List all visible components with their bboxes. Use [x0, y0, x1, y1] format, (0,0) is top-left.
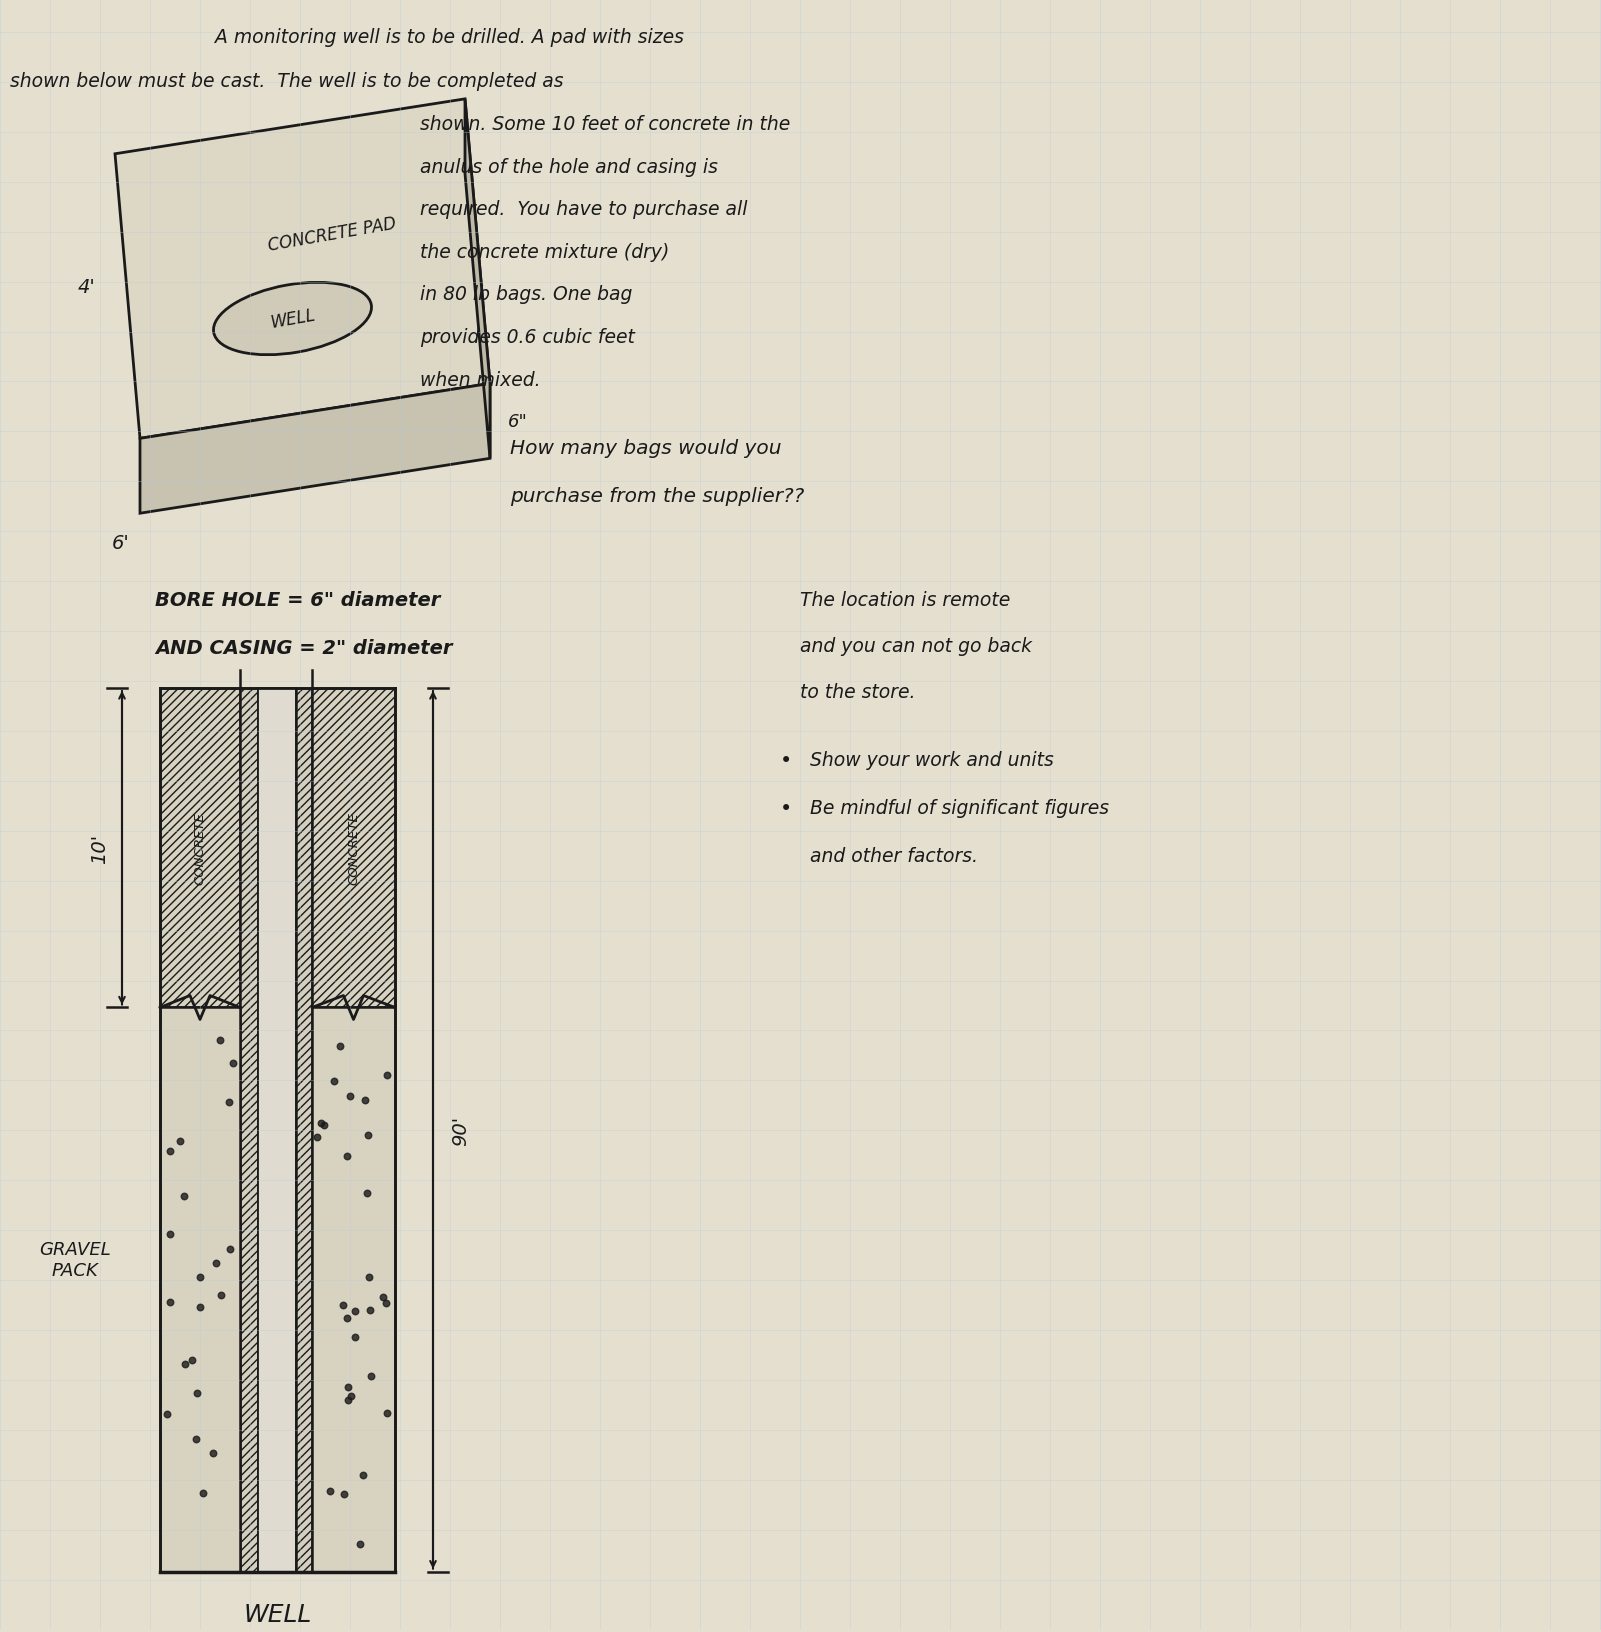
Point: [167, 1128, 192, 1154]
Point: [157, 1221, 183, 1247]
Point: [221, 1049, 247, 1075]
Point: [322, 1069, 347, 1095]
Point: [187, 1263, 213, 1289]
Text: provides 0.6 cubic feet: provides 0.6 cubic feet: [419, 328, 636, 346]
Text: when mixed.: when mixed.: [419, 370, 541, 390]
Polygon shape: [464, 100, 490, 459]
Point: [191, 1480, 216, 1506]
Point: [307, 1110, 333, 1136]
Point: [347, 1531, 373, 1557]
Point: [311, 1113, 336, 1139]
Polygon shape: [312, 689, 395, 1009]
Point: [157, 1289, 183, 1315]
Point: [343, 1324, 368, 1350]
Ellipse shape: [213, 282, 371, 356]
Text: shown. Some 10 feet of concrete in the: shown. Some 10 feet of concrete in the: [419, 114, 791, 134]
Point: [173, 1351, 199, 1377]
Text: 6": 6": [508, 413, 528, 431]
Polygon shape: [296, 689, 312, 1572]
Polygon shape: [240, 689, 258, 1572]
Point: [373, 1291, 399, 1317]
Point: [351, 1462, 376, 1488]
Point: [335, 1306, 360, 1332]
Point: [330, 1293, 355, 1319]
Point: [304, 1124, 330, 1151]
Point: [183, 1426, 208, 1452]
Text: required.  You have to purchase all: required. You have to purchase all: [419, 199, 748, 219]
Point: [338, 1084, 363, 1110]
Point: [357, 1297, 383, 1324]
Point: [370, 1284, 395, 1310]
Point: [207, 1028, 232, 1054]
Polygon shape: [160, 689, 240, 1009]
Text: 4': 4': [77, 277, 94, 297]
Polygon shape: [312, 1009, 395, 1572]
Text: anulus of the hole and casing is: anulus of the hole and casing is: [419, 158, 717, 176]
Point: [355, 1123, 381, 1149]
Point: [157, 1138, 183, 1164]
Point: [331, 1480, 357, 1506]
Text: BORE HOLE = 6" diameter: BORE HOLE = 6" diameter: [155, 591, 440, 610]
Text: GRAVEL
PACK: GRAVEL PACK: [38, 1240, 110, 1279]
Polygon shape: [115, 100, 490, 439]
Point: [375, 1062, 400, 1089]
Text: shown below must be cast.  The well is to be completed as: shown below must be cast. The well is to…: [10, 72, 564, 91]
Text: •: •: [780, 798, 792, 818]
Point: [327, 1033, 352, 1059]
Point: [184, 1379, 210, 1405]
Text: A monitoring well is to be drilled. A pad with sizes: A monitoring well is to be drilled. A pa…: [215, 28, 684, 47]
Text: •: •: [780, 751, 792, 770]
Text: in 80 lb bags. One bag: in 80 lb bags. One bag: [419, 284, 632, 304]
Text: The location is remote: The location is remote: [800, 591, 1010, 610]
Text: Be mindful of significant figures: Be mindful of significant figures: [810, 798, 1109, 818]
Point: [171, 1183, 197, 1209]
Point: [335, 1387, 360, 1413]
Text: the concrete mixture (dry): the concrete mixture (dry): [419, 243, 669, 261]
Point: [354, 1180, 379, 1206]
Text: and you can not go back: and you can not go back: [800, 636, 1033, 656]
Text: 10': 10': [91, 834, 109, 863]
Text: CONCRETE: CONCRETE: [347, 811, 360, 885]
Point: [154, 1400, 179, 1426]
Point: [200, 1439, 226, 1466]
Point: [208, 1281, 234, 1307]
Text: 6': 6': [112, 534, 130, 553]
Point: [338, 1382, 363, 1408]
Point: [352, 1087, 378, 1113]
Point: [359, 1363, 384, 1389]
Text: AND CASING = 2" diameter: AND CASING = 2" diameter: [155, 638, 453, 658]
Text: purchase from the supplier??: purchase from the supplier??: [511, 486, 804, 506]
Polygon shape: [160, 1009, 240, 1572]
Point: [216, 1090, 242, 1116]
Text: WELL: WELL: [243, 1601, 312, 1625]
Point: [218, 1237, 243, 1263]
Polygon shape: [139, 384, 490, 514]
Text: Show your work and units: Show your work and units: [810, 751, 1053, 769]
Point: [343, 1299, 368, 1325]
Text: CONCRETE: CONCRETE: [194, 811, 207, 885]
Point: [317, 1479, 343, 1505]
Point: [187, 1294, 213, 1320]
Point: [179, 1348, 205, 1374]
Point: [335, 1374, 360, 1400]
Text: How many bags would you: How many bags would you: [511, 439, 781, 459]
Text: WELL: WELL: [269, 307, 317, 333]
Text: and other factors.: and other factors.: [810, 847, 978, 865]
Polygon shape: [258, 689, 296, 1572]
Point: [335, 1142, 360, 1169]
Text: 90': 90': [451, 1115, 471, 1146]
Point: [355, 1265, 381, 1291]
Point: [203, 1250, 229, 1276]
Text: to the store.: to the store.: [800, 682, 916, 702]
Text: CONCRETE PAD: CONCRETE PAD: [267, 214, 399, 255]
Point: [375, 1400, 400, 1426]
